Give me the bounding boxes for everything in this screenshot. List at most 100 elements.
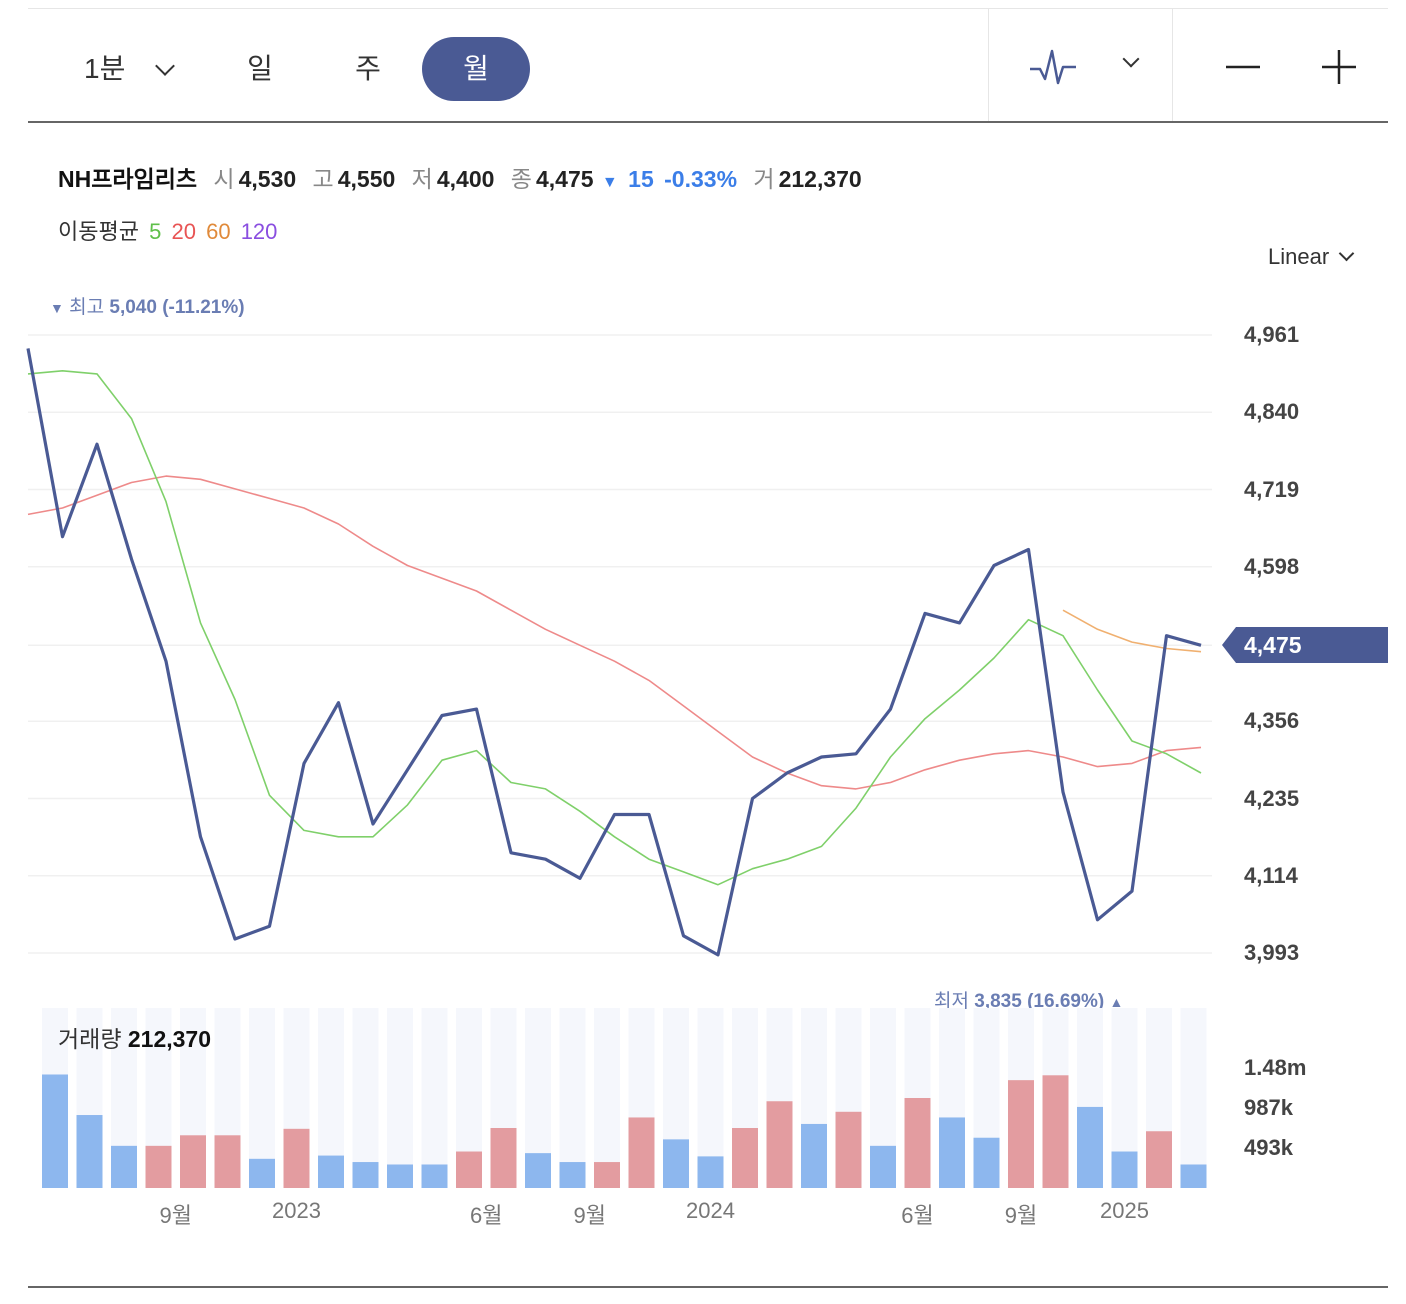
volume-bar[interactable]	[663, 1139, 689, 1188]
line-chart-icon	[1030, 49, 1076, 85]
toolbar-divider	[988, 9, 989, 121]
volume-bar[interactable]	[594, 1162, 620, 1188]
volume-tick-label: 493k	[1244, 1135, 1293, 1161]
x-tick-label: 9월	[1004, 1203, 1038, 1228]
volume-bar-background	[594, 1008, 620, 1188]
volume-bar[interactable]	[1180, 1164, 1207, 1188]
volume-label: 거	[753, 166, 775, 192]
volume-panel-value: 212,370	[127, 1026, 212, 1052]
high-value: 4,550	[337, 166, 396, 192]
current-price-tag: 4,475	[1222, 627, 1388, 663]
bottom-divider	[28, 1286, 1388, 1288]
tab-month[interactable]: 월	[422, 37, 530, 101]
volume-bar[interactable]	[766, 1101, 793, 1188]
high-annotation-label: 최고	[69, 297, 105, 318]
chart-toolbar: 1분 일 주 월	[28, 8, 1388, 123]
x-tick-label: 2024	[686, 1198, 735, 1223]
low-value: 4,400	[436, 166, 495, 192]
y-tick-label: 4,719	[1244, 476, 1300, 502]
volume-bar[interactable]	[214, 1135, 241, 1188]
volume-value: 212,370	[778, 166, 862, 192]
volume-bar-background	[559, 1008, 586, 1188]
tab-day[interactable]: 일	[247, 53, 273, 84]
down-arrow-icon: ▼	[50, 300, 64, 316]
price-line	[26, 348, 1202, 957]
volume-bar[interactable]	[1042, 1075, 1069, 1188]
close-label: 종	[510, 166, 532, 192]
chart-style-button[interactable]	[1028, 45, 1078, 89]
toolbar-divider	[1172, 9, 1173, 121]
plus-icon	[1322, 50, 1356, 84]
volume-bar[interactable]	[42, 1074, 68, 1188]
volume-bar[interactable]	[421, 1164, 448, 1188]
volume-bar[interactable]	[628, 1117, 655, 1188]
volume-bar[interactable]	[904, 1098, 931, 1188]
volume-bar[interactable]	[111, 1145, 137, 1188]
volume-bar[interactable]	[249, 1158, 275, 1188]
stock-name: NH프라임리츠	[58, 166, 198, 192]
open-value: 4,530	[238, 166, 297, 192]
volume-tick-label: 1.48m	[1244, 1055, 1307, 1080]
volume-bar[interactable]	[559, 1162, 586, 1188]
low-annotation-label: 최저	[934, 991, 969, 1012]
high-label: 고	[312, 166, 334, 192]
volume-bar[interactable]	[973, 1137, 1000, 1188]
volume-bar[interactable]	[697, 1156, 724, 1188]
volume-bars	[42, 1074, 1207, 1188]
low-annotation-value: 3,835 (16.69%)	[974, 991, 1105, 1012]
volume-bar[interactable]	[180, 1135, 206, 1188]
volume-bar[interactable]	[1008, 1080, 1034, 1188]
zoom-in-button[interactable]	[1322, 49, 1358, 85]
volume-bar[interactable]	[318, 1155, 344, 1188]
volume-bar[interactable]	[870, 1145, 896, 1188]
current-price-value: 4,475	[1244, 632, 1302, 658]
ma-period-120[interactable]: 120	[240, 219, 278, 244]
close-value: 4,475	[535, 166, 594, 192]
x-tick-label: 9월	[159, 1203, 192, 1228]
ma-period-60[interactable]: 60	[206, 219, 231, 244]
volume-bar[interactable]	[732, 1128, 758, 1188]
x-tick-label: 6월	[901, 1203, 934, 1228]
volume-bar-background	[352, 1008, 379, 1188]
tab-week[interactable]: 주	[355, 53, 381, 84]
volume-bar[interactable]	[76, 1115, 103, 1188]
volume-bar[interactable]	[939, 1117, 965, 1188]
volume-bar-background	[249, 1008, 275, 1188]
minus-icon	[1226, 65, 1260, 69]
volume-bar[interactable]	[1111, 1151, 1138, 1188]
volume-bar[interactable]	[145, 1145, 172, 1188]
y-tick-label: 4,235	[1244, 785, 1300, 811]
ma-period-5[interactable]: 5	[149, 219, 162, 244]
ma-label: 이동평균	[58, 219, 139, 244]
ma-period-20[interactable]: 20	[171, 219, 196, 244]
volume-bar[interactable]	[490, 1128, 517, 1188]
scale-selector[interactable]: Linear	[1268, 244, 1355, 270]
ma20-line	[27, 475, 1202, 790]
volume-panel-label: 거래량	[58, 1026, 122, 1052]
volume-bar[interactable]	[283, 1128, 310, 1188]
y-tick-label: 4,961	[1244, 322, 1300, 347]
ohlc-info: NH프라임리츠 시 4,530 고 4,550 저 4,400 종 4,475 ▼ 15…	[58, 160, 862, 194]
zoom-out-button[interactable]	[1226, 49, 1262, 85]
volume-bar[interactable]	[456, 1151, 482, 1188]
volume-bar[interactable]	[835, 1111, 862, 1188]
volume-bar[interactable]	[387, 1164, 413, 1188]
volume-bar[interactable]	[352, 1162, 379, 1188]
high-annotation-value: 5,040 (-11.21%)	[109, 297, 245, 318]
change-percent: -0.33%	[664, 166, 738, 192]
volume-bar[interactable]	[1146, 1131, 1172, 1188]
volume-bar-background	[421, 1008, 448, 1188]
down-arrow-icon: ▼	[601, 174, 618, 191]
grid-lines	[28, 334, 1212, 954]
x-tick-label: 2025	[1100, 1198, 1149, 1223]
volume-bar[interactable]	[1077, 1106, 1103, 1188]
up-arrow-icon: ▲	[1109, 994, 1124, 1010]
volume-bar[interactable]	[525, 1153, 551, 1188]
volume-bar[interactable]	[801, 1123, 827, 1188]
change-value: 15	[628, 166, 654, 192]
scale-label: Linear	[1268, 244, 1330, 269]
interval-selector[interactable]: 1분	[72, 37, 192, 101]
open-label: 시	[213, 166, 235, 192]
volume-bar-background	[387, 1008, 413, 1188]
